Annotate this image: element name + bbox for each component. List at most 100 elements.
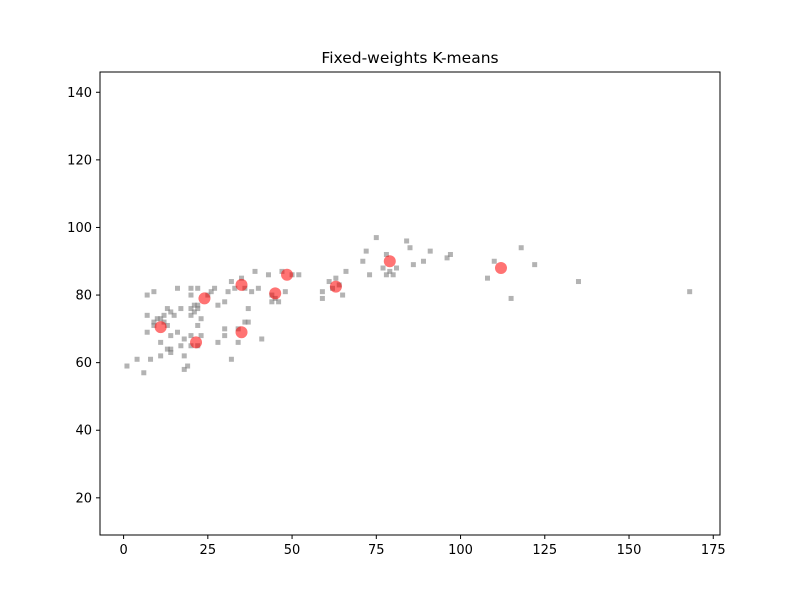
data-point <box>333 275 339 281</box>
data-point <box>158 353 164 359</box>
data-point <box>242 319 248 325</box>
data-point <box>212 285 218 291</box>
data-point <box>175 285 180 291</box>
data-point <box>269 299 275 305</box>
data-point <box>191 302 197 308</box>
data-point <box>164 306 170 312</box>
data-point <box>175 329 180 335</box>
data-point <box>380 265 386 271</box>
data-point <box>151 322 157 328</box>
data-point <box>185 363 191 369</box>
data-point <box>208 289 214 295</box>
data-point <box>188 333 194 339</box>
centroid-point <box>329 280 342 293</box>
y-tick-label: 120 <box>67 153 92 168</box>
data-point <box>245 319 251 325</box>
data-point <box>178 306 184 312</box>
data-point <box>134 356 140 362</box>
data-point <box>319 295 325 301</box>
centroid-point <box>269 287 282 300</box>
centroid-point <box>198 292 211 305</box>
data-point <box>144 292 150 298</box>
data-point <box>444 255 450 261</box>
data-point <box>390 272 396 278</box>
data-point <box>410 262 416 268</box>
centroid-point <box>235 326 248 339</box>
centroid-point <box>383 255 396 268</box>
data-point <box>340 292 346 298</box>
data-point <box>181 353 187 359</box>
data-point <box>195 285 201 291</box>
data-point <box>181 366 187 372</box>
x-tick-label: 150 <box>617 543 642 558</box>
data-point <box>245 306 251 312</box>
data-point <box>326 279 332 285</box>
data-point <box>407 245 413 251</box>
data-point <box>239 275 245 281</box>
x-tick-label: 125 <box>532 543 557 558</box>
x-tick-label: 100 <box>448 543 473 558</box>
data-point <box>232 285 238 291</box>
x-tick-label: 0 <box>119 543 127 558</box>
data-point <box>259 336 265 342</box>
data-point <box>158 316 164 322</box>
data-point <box>282 289 288 295</box>
data-point <box>168 333 174 339</box>
data-point <box>575 279 581 285</box>
x-tick-label: 25 <box>200 543 217 558</box>
data-point <box>222 326 228 332</box>
data-point <box>276 299 282 305</box>
y-tick-label: 80 <box>75 289 92 304</box>
data-point <box>508 295 514 301</box>
data-point <box>151 289 157 295</box>
x-tick-label: 50 <box>284 543 301 558</box>
data-point <box>383 272 389 278</box>
data-point <box>404 238 410 244</box>
data-point <box>191 309 197 315</box>
data-point <box>188 285 194 291</box>
data-point <box>168 350 174 356</box>
data-point <box>148 356 154 362</box>
data-point <box>222 333 228 339</box>
data-point <box>215 302 221 308</box>
data-point <box>195 322 201 328</box>
data-point <box>225 289 231 295</box>
data-point <box>215 339 221 345</box>
y-tick-label: 140 <box>67 86 92 101</box>
data-point <box>296 272 302 278</box>
data-point <box>427 248 433 254</box>
data-point <box>319 289 325 295</box>
data-point <box>144 312 150 318</box>
centroid-point <box>494 262 507 275</box>
chart-title: Fixed-weights K-means <box>321 49 498 67</box>
data-point <box>252 268 258 274</box>
centroid-point <box>281 268 294 281</box>
data-point <box>485 275 490 281</box>
data-point <box>195 302 201 308</box>
data-point <box>363 248 369 254</box>
y-tick-label: 60 <box>75 356 92 371</box>
data-point <box>158 339 164 345</box>
x-tick-label: 175 <box>701 543 726 558</box>
x-axis: 0 25 50 75 100 125 150 175 <box>119 535 726 558</box>
data-point <box>171 312 177 318</box>
data-point <box>124 363 130 369</box>
data-point <box>168 309 174 315</box>
data-point <box>198 333 204 339</box>
centroid-point <box>154 321 167 334</box>
data-point <box>228 279 234 285</box>
y-tick-label: 40 <box>75 424 92 439</box>
data-point <box>420 258 426 264</box>
data-point <box>178 343 184 349</box>
y-tick-label: 20 <box>75 491 92 506</box>
data-point <box>228 356 234 362</box>
data-point <box>198 316 204 322</box>
data-point <box>343 268 349 274</box>
data-point <box>447 251 453 257</box>
data-point <box>188 343 194 349</box>
data-point <box>222 299 228 305</box>
data-point <box>360 258 366 264</box>
data-point <box>161 319 167 325</box>
data-point <box>249 289 255 295</box>
data-point <box>532 262 538 268</box>
